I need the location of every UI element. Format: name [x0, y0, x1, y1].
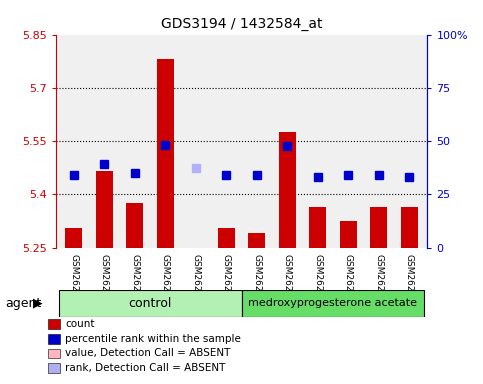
Text: GDS3194 / 1432584_at: GDS3194 / 1432584_at: [161, 17, 322, 31]
Bar: [279, 132, 296, 248]
Bar: [66, 228, 82, 248]
Text: GSM262679: GSM262679: [344, 254, 353, 309]
Text: control: control: [128, 297, 172, 310]
Text: medroxyprogesterone acetate: medroxyprogesterone acetate: [248, 298, 417, 308]
Text: GSM262682: GSM262682: [70, 254, 78, 309]
Text: GSM262686: GSM262686: [191, 254, 200, 309]
Bar: [218, 228, 235, 248]
Text: GSM262684: GSM262684: [130, 254, 139, 309]
Bar: [401, 207, 417, 248]
Bar: [96, 171, 113, 248]
Bar: [127, 203, 143, 248]
Text: GSM262687: GSM262687: [222, 254, 231, 309]
Text: GSM262680: GSM262680: [374, 254, 383, 309]
Bar: [248, 233, 265, 248]
Bar: [157, 60, 174, 248]
Bar: [242, 290, 425, 317]
Text: GSM262681: GSM262681: [405, 254, 413, 309]
Text: ▶: ▶: [33, 297, 43, 310]
Text: GSM262683: GSM262683: [100, 254, 109, 309]
Text: value, Detection Call = ABSENT: value, Detection Call = ABSENT: [65, 348, 230, 358]
Text: GSM262685: GSM262685: [161, 254, 170, 309]
Bar: [340, 221, 356, 248]
Text: GSM262677: GSM262677: [283, 254, 292, 309]
Text: percentile rank within the sample: percentile rank within the sample: [65, 334, 241, 344]
Text: GSM262676: GSM262676: [252, 254, 261, 309]
Text: GSM262678: GSM262678: [313, 254, 322, 309]
Bar: [58, 290, 242, 317]
Text: rank, Detection Call = ABSENT: rank, Detection Call = ABSENT: [65, 363, 226, 373]
Bar: [370, 207, 387, 248]
Bar: [309, 207, 326, 248]
Text: agent: agent: [5, 297, 41, 310]
Text: count: count: [65, 319, 95, 329]
